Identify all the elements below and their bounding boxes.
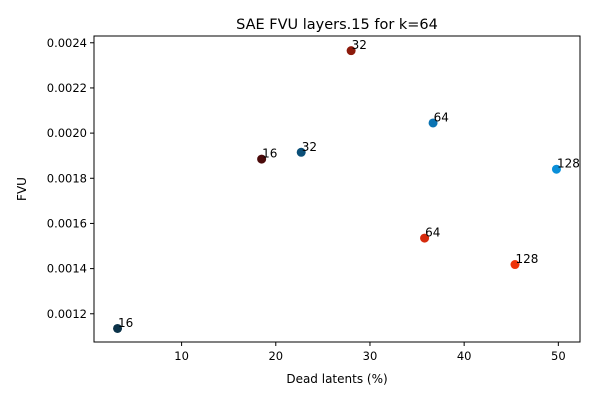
data-point-label: 16 (262, 147, 277, 161)
x-axis-label: Dead latents (%) (286, 372, 387, 386)
y-tick-label: 0.0022 (47, 81, 87, 95)
x-tick-label: 10 (174, 349, 189, 363)
data-point (113, 323, 123, 333)
y-tick-label: 0.0018 (47, 171, 87, 185)
data-point (420, 233, 430, 243)
x-tick-label: 50 (551, 349, 566, 363)
data-points: 16 32 64 128 16 32 64 128 (113, 38, 580, 333)
data-point (346, 46, 356, 56)
y-tick-label: 0.0012 (47, 307, 87, 321)
y-axis-label: FVU (15, 177, 29, 201)
data-point (428, 118, 438, 128)
x-tick-label: 40 (457, 349, 472, 363)
data-point-label: 128 (516, 252, 539, 266)
data-point-label: 64 (434, 110, 449, 124)
y-tick-label: 0.0020 (47, 126, 87, 140)
data-point-label: 64 (425, 226, 440, 240)
y-tick-label: 0.0024 (47, 36, 87, 50)
data-point-label: 16 (118, 316, 133, 330)
x-tick-label: 30 (363, 349, 378, 363)
y-tick-label: 0.0014 (47, 262, 87, 276)
data-point (551, 164, 561, 174)
data-point-label: 32 (352, 38, 367, 52)
plot-area (93, 35, 581, 343)
chart-title: SAE FVU layers.15 for k=64 (236, 17, 438, 33)
data-point-label: 128 (557, 157, 580, 171)
y-tick-label: 0.0016 (47, 216, 87, 230)
data-point (510, 260, 520, 270)
data-point (296, 147, 306, 157)
data-point (257, 154, 267, 164)
axis-ticks: 10 20 30 40 50 0.0012 0.0014 0.0016 0.0018 0.0020… (47, 36, 566, 363)
data-point-label: 32 (302, 140, 317, 154)
x-tick-label: 20 (268, 349, 283, 363)
